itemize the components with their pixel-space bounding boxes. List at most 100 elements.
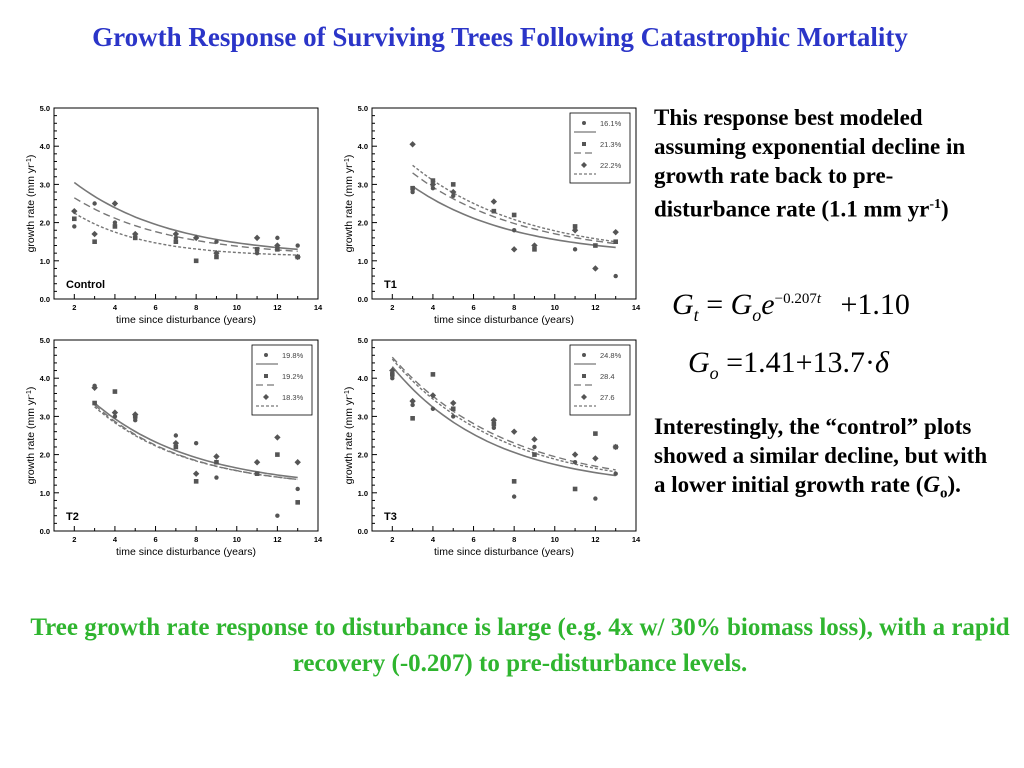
- fit-curve-solid: [73, 181, 298, 251]
- data-point-diamond: [612, 228, 619, 236]
- x-tick-label: 4: [113, 535, 118, 544]
- data-point-diamond: [450, 399, 457, 407]
- data-point-diamond: [253, 234, 261, 242]
- data-point-diamond: [490, 198, 498, 205]
- y-tick-label: 4.0: [40, 142, 50, 151]
- data-point-circle: [613, 471, 618, 476]
- x-tick-label: 10: [233, 303, 241, 312]
- model-description-text: This response best modeled assuming expo…: [654, 105, 966, 222]
- y-tick-label: 1.0: [40, 257, 50, 266]
- data-point-circle: [430, 406, 436, 411]
- legend-marker-square: [582, 142, 586, 146]
- data-point-square: [72, 216, 77, 222]
- x-tick-label: 8: [512, 303, 516, 312]
- legend-marker-diamond: [581, 162, 587, 168]
- conclusion-text: Tree growth rate response to disturbance…: [30, 614, 1010, 677]
- y-axis-label: growth rate (mm yr-1): [343, 387, 355, 485]
- data-point-diamond: [389, 367, 396, 374]
- control-note-o: o: [939, 485, 948, 502]
- chart-panel-t1: 0.0 1.0 2.0 3.0 4.0 5.0 2 4 6 8 10 12 14 time since d…: [326, 100, 646, 332]
- x-axis-label: time since disturbance (years): [116, 546, 256, 558]
- data-point-square: [112, 224, 118, 229]
- y-tick-label: 3.0: [358, 412, 368, 421]
- data-point-circle: [451, 414, 456, 419]
- y-tick-label: 4.0: [40, 374, 50, 383]
- data-point-circle: [295, 243, 300, 248]
- x-tick-label: 8: [512, 535, 516, 544]
- data-point-square: [491, 208, 497, 214]
- data-point-square: [572, 486, 578, 492]
- y-tick-label: 5.0: [40, 104, 50, 113]
- data-point-square: [511, 212, 517, 218]
- legend-marker-diamond: [263, 394, 269, 400]
- y-tick-label: 0.0: [40, 295, 50, 304]
- legend-label: 27.6: [600, 393, 615, 402]
- model-description: This response best modeled assuming expo…: [654, 103, 1004, 224]
- data-point-square: [214, 254, 219, 260]
- x-tick-label: 2: [72, 303, 76, 312]
- x-tick-label: 6: [471, 303, 475, 312]
- data-point-circle: [214, 475, 219, 480]
- plot-frame: [371, 339, 637, 532]
- legend-box: [569, 344, 631, 416]
- equation-growth: Gt = Goe−0.207t +1.10: [672, 288, 910, 326]
- data-point-diamond: [592, 265, 599, 272]
- data-point-diamond: [213, 249, 220, 257]
- y-tick-label: 3.0: [40, 180, 50, 189]
- legend-marker-circle: [582, 353, 586, 357]
- data-point-circle: [451, 193, 456, 199]
- x-tick-label: 10: [233, 535, 241, 544]
- y-tick-label: 2.0: [40, 219, 50, 228]
- data-point-circle: [511, 494, 517, 499]
- fit-curve-dotted: [94, 406, 298, 481]
- control-note-text: Interestingly, the “control” plots showe…: [654, 414, 988, 497]
- data-point-diamond: [192, 470, 200, 477]
- data-point-square: [295, 500, 300, 505]
- control-note-end: ).: [947, 472, 961, 497]
- legend-label: 19.2%: [282, 372, 304, 381]
- data-point-square: [593, 431, 598, 436]
- data-point-square: [430, 372, 436, 377]
- data-point-square: [511, 479, 517, 484]
- data-point-square: [275, 247, 280, 252]
- y-tick-label: 1.0: [40, 489, 50, 498]
- data-point-diamond: [571, 451, 579, 458]
- x-tick-label: 10: [551, 535, 559, 544]
- data-point-diamond: [531, 436, 538, 443]
- eq1-plus: +1.10: [840, 288, 910, 321]
- equation-initial: Go =1.41+13.7·δ: [688, 346, 889, 384]
- data-point-circle: [430, 186, 436, 191]
- y-tick-label: 4.0: [358, 142, 368, 151]
- plot-frame: [53, 107, 319, 300]
- chart-panel-control: 0.0 1.0 2.0 3.0 4.0 5.0 2 4 6 8 10 12 14 time since d…: [8, 100, 328, 332]
- data-point-diamond: [510, 428, 518, 435]
- data-point-circle: [92, 201, 97, 206]
- eq2-rhs: =1.41+13.7·: [726, 346, 875, 379]
- x-tick-label: 12: [273, 303, 281, 312]
- data-point-diamond: [274, 242, 281, 249]
- control-note: Interestingly, the “control” plots showe…: [654, 412, 1004, 509]
- data-point-circle: [410, 189, 415, 195]
- y-tick-label: 0.0: [40, 527, 50, 536]
- data-point-circle: [193, 440, 199, 446]
- legend-box: [569, 112, 631, 184]
- data-point-circle: [572, 460, 578, 465]
- data-point-square: [173, 239, 179, 244]
- data-point-circle: [112, 414, 118, 419]
- data-point-diamond: [91, 230, 98, 238]
- legend-box: [251, 344, 313, 416]
- eq1-g-sub: o: [752, 305, 762, 325]
- data-point-circle: [295, 486, 300, 492]
- eq2-delta: δ: [875, 346, 889, 379]
- legend-label: 19.8%: [282, 351, 304, 360]
- y-tick-label: 0.0: [358, 527, 368, 536]
- legend-label: 16.1%: [600, 119, 622, 128]
- legend-label: 21.3%: [600, 140, 622, 149]
- data-point-square: [613, 239, 618, 244]
- x-tick-label: 12: [591, 535, 599, 544]
- data-point-circle: [133, 418, 138, 423]
- fit-curve-dashed: [412, 172, 616, 245]
- data-point-diamond: [192, 234, 200, 242]
- data-point-diamond: [253, 459, 261, 466]
- data-point-square: [92, 239, 97, 244]
